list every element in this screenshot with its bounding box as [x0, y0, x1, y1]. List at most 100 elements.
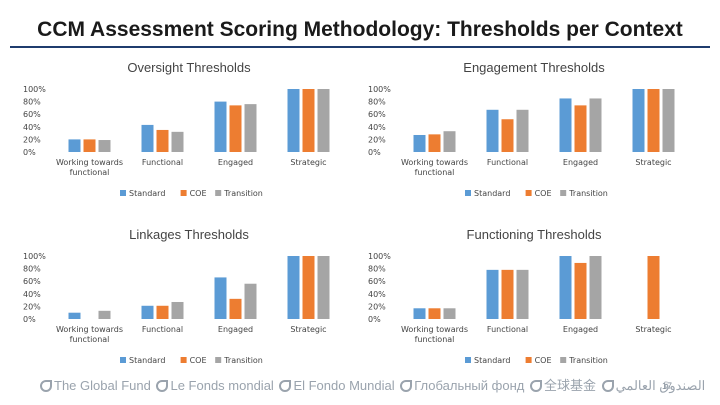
bar-standard-functional [486, 269, 499, 319]
global-fund-logo-icon [156, 380, 169, 392]
category-label: Working towards functional [56, 158, 123, 177]
y-tick-label: 40% [368, 290, 386, 299]
bar-transition-strategic [662, 89, 675, 152]
legend-swatch-coe [180, 357, 187, 363]
bar-transition-working-towards-functional [443, 308, 456, 319]
chart-svg: Engagement Thresholds 100% 80% 60% 40% 20% 0% W… [368, 60, 675, 198]
bar-transition-functional [516, 269, 529, 319]
category-label: Functional [487, 158, 528, 167]
legend-label-standard: Standard [129, 356, 165, 365]
y-tick-label: 100% [368, 85, 391, 94]
legend-swatch-coe [180, 190, 187, 196]
y-tick-label: 60% [23, 110, 41, 119]
chart-title: Engagement Thresholds [463, 60, 605, 75]
y-tick-label: 40% [23, 123, 41, 132]
legend-label-transition: Transition [568, 189, 608, 198]
bar-transition-functional [171, 301, 184, 319]
legend-label-standard: Standard [129, 189, 165, 198]
footer-name-zh: 全球基金 [543, 378, 596, 393]
legend-label-standard: Standard [474, 189, 510, 198]
legend-label-coe: COE [535, 189, 552, 198]
y-tick-label: 80% [368, 265, 386, 274]
category-label: Strategic [635, 158, 671, 167]
global-fund-logo-icon [279, 380, 292, 392]
legend-label-transition: Transition [223, 356, 263, 365]
bar-transition-working-towards-functional [98, 140, 111, 152]
footer-brand-strip: The Global Fund Le Fonds mondial El Fond… [40, 375, 705, 394]
functioning-chart: Functioning Thresholds 100% 80% 60% 40% 20% 0%… [360, 222, 700, 372]
y-tick-label: 80% [23, 265, 41, 274]
y-tick-label: 80% [368, 98, 386, 107]
global-fund-logo-icon [40, 380, 52, 392]
legend-swatch-transition [215, 190, 222, 196]
bar-coe-strategic [302, 256, 315, 319]
y-tick-label: 60% [368, 110, 386, 119]
legend-label-coe: COE [190, 356, 207, 365]
bar-standard-strategic [632, 89, 645, 152]
bar-coe-strategic [647, 256, 660, 319]
y-tick-label: 0% [23, 315, 36, 324]
bar-coe-functional [501, 119, 514, 152]
bar-standard-strategic [287, 256, 300, 319]
chart-title: Linkages Thresholds [129, 227, 249, 242]
y-tick-label: 100% [23, 252, 46, 261]
bar-transition-working-towards-functional [443, 131, 456, 152]
legend-swatch-transition [215, 357, 222, 363]
legend-label-transition: Transition [223, 189, 263, 198]
global-fund-logo-icon [601, 380, 614, 392]
category-label: Functional [142, 158, 183, 167]
category-label: Functional [142, 325, 183, 334]
legend-label-transition: Transition [568, 356, 608, 365]
legend-swatch-standard [465, 357, 471, 363]
chart-svg: Oversight Thresholds 100% 80% 60% 40% 20% 0% Wo… [23, 60, 330, 198]
bar-standard-strategic [287, 89, 300, 152]
y-tick-label: 60% [23, 277, 41, 286]
bar-coe-functional [156, 305, 169, 319]
category-label: Functional [487, 325, 528, 334]
bar-standard-working-towards-functional [413, 134, 426, 152]
legend-swatch-standard [465, 190, 471, 196]
bar-standard-functional [141, 124, 154, 152]
y-tick-label: 0% [23, 148, 36, 157]
bar-standard-working-towards-functional [68, 312, 81, 319]
footer-name-es: El Fondo Mundial [293, 378, 395, 393]
bar-coe-working-towards-functional [428, 134, 441, 152]
bar-coe-engaged [574, 262, 587, 319]
bar-transition-engaged [589, 256, 602, 319]
legend-label-coe: COE [190, 189, 207, 198]
y-tick-label: 80% [23, 98, 41, 107]
bar-transition-engaged [589, 98, 602, 152]
legend-swatch-standard [120, 190, 126, 196]
y-tick-label: 100% [368, 252, 391, 261]
bar-standard-functional [486, 109, 499, 152]
page-title: CCM Assessment Scoring Methodology: Thre… [37, 18, 683, 41]
footer-name-fr: Le Fonds mondial [170, 378, 274, 393]
category-label: Engaged [563, 325, 598, 334]
bar-transition-strategic [317, 89, 330, 152]
bar-coe-functional [501, 269, 514, 319]
y-tick-label: 100% [23, 85, 46, 94]
category-label: Engaged [218, 325, 253, 334]
bar-coe-engaged [574, 105, 587, 152]
y-tick-label: 60% [368, 277, 386, 286]
legend-label-coe: COE [535, 356, 552, 365]
chart-title: Oversight Thresholds [127, 60, 251, 75]
category-label: Strategic [290, 325, 326, 334]
y-tick-label: 40% [368, 123, 386, 132]
y-tick-label: 20% [368, 302, 386, 311]
category-label: Working towards functional [56, 325, 123, 344]
y-tick-label: 0% [368, 315, 381, 324]
bar-coe-engaged [229, 298, 242, 319]
global-fund-logo-icon [400, 380, 413, 392]
chart-svg: Linkages Thresholds 100% 80% 60% 40% 20% 0% Wor… [23, 227, 330, 365]
y-tick-label: 20% [368, 135, 386, 144]
legend-swatch-standard [120, 357, 126, 363]
title-divider [10, 46, 710, 48]
legend-swatch-coe [525, 357, 532, 363]
chart-title: Functioning Thresholds [467, 227, 602, 242]
bar-transition-engaged [244, 104, 257, 152]
bar-standard-engaged [214, 277, 227, 319]
bar-coe-strategic [302, 89, 315, 152]
category-label: Strategic [635, 325, 671, 334]
category-label: Engaged [563, 158, 598, 167]
